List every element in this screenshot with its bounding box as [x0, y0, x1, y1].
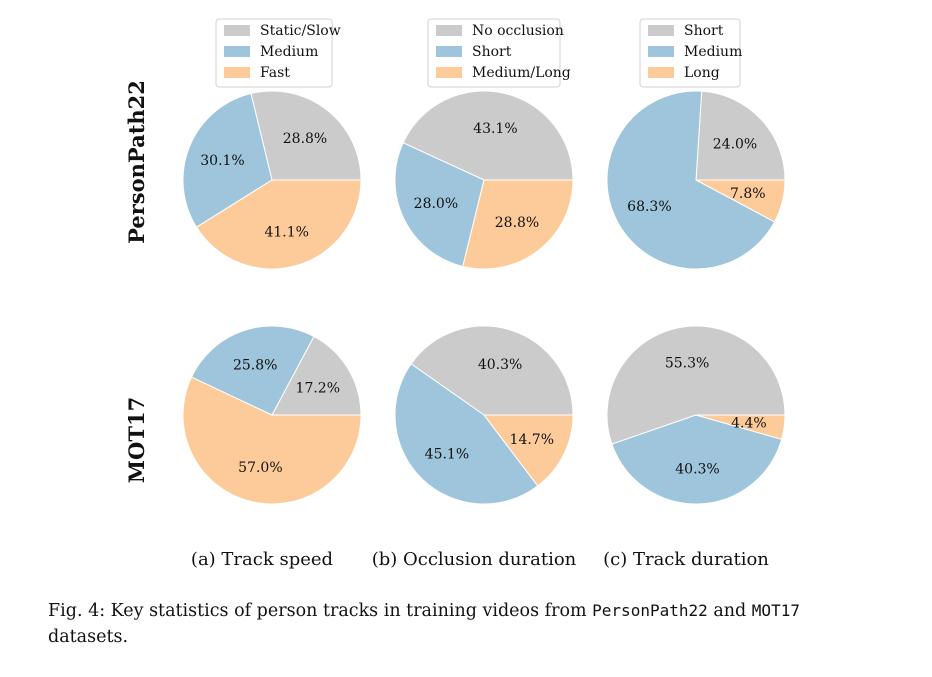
pie-slice-long	[695, 179, 786, 223]
legend-2: No occlusion Short Medium/Long	[427, 18, 571, 88]
subcaption: (c) Track duration	[603, 549, 769, 570]
pie-data-label: 43.1%	[473, 121, 517, 137]
legend-entry: Fast	[260, 65, 290, 81]
pie-data-label: 55.3%	[665, 355, 709, 371]
pie-slice-fast	[182, 376, 362, 505]
pie-data-label: 40.3%	[478, 357, 522, 373]
pie-slice-long	[695, 414, 786, 440]
pie-slice-medium-long	[482, 414, 574, 487]
legend-swatch	[436, 46, 462, 57]
pie-slice-medium	[190, 325, 315, 416]
legend-entry: Long	[684, 65, 720, 81]
pie-slice-medium-long	[462, 179, 574, 270]
legend-swatch	[648, 67, 674, 78]
pie-slice-medium	[606, 90, 776, 270]
row-label: MOT17	[124, 397, 149, 483]
legend-entry: Static/Slow	[260, 23, 341, 39]
pie-data-label: 57.0%	[238, 460, 282, 476]
pie-slice-short	[394, 142, 485, 268]
legend-entry: Medium	[260, 44, 318, 60]
legend-entry: Short	[472, 44, 512, 60]
pie-chart-personpath22-1: 28.8% 30.1% 41.1%	[182, 90, 362, 270]
caption-middle: and	[707, 601, 752, 621]
pie-slice-static-slow	[271, 335, 362, 416]
row-label: PersonPath22	[124, 80, 149, 244]
pie-data-label: 14.7%	[510, 432, 554, 448]
pie-slice-short	[394, 363, 539, 505]
figure: 28.8% 30.1% 41.1% 43.1% 28.0% 28.8% 24.0% 68.3%…	[124, 18, 786, 570]
legend-1: Static/Slow Medium Fast	[215, 18, 341, 88]
pie-data-label: 17.2%	[296, 381, 340, 397]
legend-swatch	[436, 67, 462, 78]
pie-chart-personpath22-2: 43.1% 28.0% 28.8%	[394, 90, 574, 270]
caption-prefix: Fig. 4: Key statistics of person tracks …	[48, 601, 593, 621]
subcaption: (a) Track speed	[191, 549, 333, 570]
pie-chart-mot17-2: 40.3% 45.1% 14.7%	[394, 325, 574, 505]
pie-slice-no-occlusion	[402, 90, 574, 181]
legend-entry: Short	[684, 23, 724, 39]
pie-slice-no-occlusion	[410, 325, 574, 416]
pie-chart-mot17-3: 55.3% 40.3% 4.4%	[606, 325, 786, 505]
figure-caption: Fig. 4: Key statistics of person tracks …	[48, 598, 888, 650]
caption-dataset-2: MOT17	[751, 601, 800, 620]
pie-data-label: 28.0%	[414, 196, 458, 212]
subcaption: (b) Occlusion duration	[372, 549, 577, 570]
legend-swatch	[224, 46, 250, 57]
pie-slice-fast	[195, 179, 362, 270]
legend-entry: Medium	[684, 44, 742, 60]
pie-slice-medium	[611, 414, 783, 505]
caption-line-2: datasets.	[48, 627, 129, 647]
pie-data-label: 7.8%	[730, 186, 766, 202]
pie-chart-personpath22-3: 24.0% 68.3% 7.8%	[606, 90, 786, 270]
pie-slice-short	[695, 90, 786, 181]
pie-data-label: 24.0%	[713, 137, 757, 153]
pie-data-label: 25.8%	[233, 357, 277, 373]
pie-data-label: 30.1%	[200, 153, 244, 169]
pie-data-label: 68.3%	[627, 199, 671, 215]
legend-entry: Medium/Long	[472, 65, 571, 81]
pie-chart-mot17-1: 17.2% 25.8% 57.0%	[182, 325, 362, 505]
pie-data-label: 28.8%	[495, 215, 539, 231]
legend-entry: No occlusion	[472, 23, 564, 39]
legend-swatch	[224, 25, 250, 36]
pie-data-label: 40.3%	[675, 461, 719, 477]
caption-dataset-1: PersonPath22	[592, 601, 708, 620]
legend-swatch	[436, 25, 462, 36]
pie-data-label: 28.8%	[283, 131, 327, 147]
legend-swatch	[648, 25, 674, 36]
pie-slice-static-slow	[250, 90, 362, 181]
pie-data-label: 45.1%	[425, 446, 469, 462]
pie-data-label: 4.4%	[731, 415, 767, 431]
legend-swatch	[648, 46, 674, 57]
pie-data-label: 41.1%	[264, 224, 308, 240]
legend-3: Short Medium Long	[639, 18, 742, 88]
legend-swatch	[224, 67, 250, 78]
